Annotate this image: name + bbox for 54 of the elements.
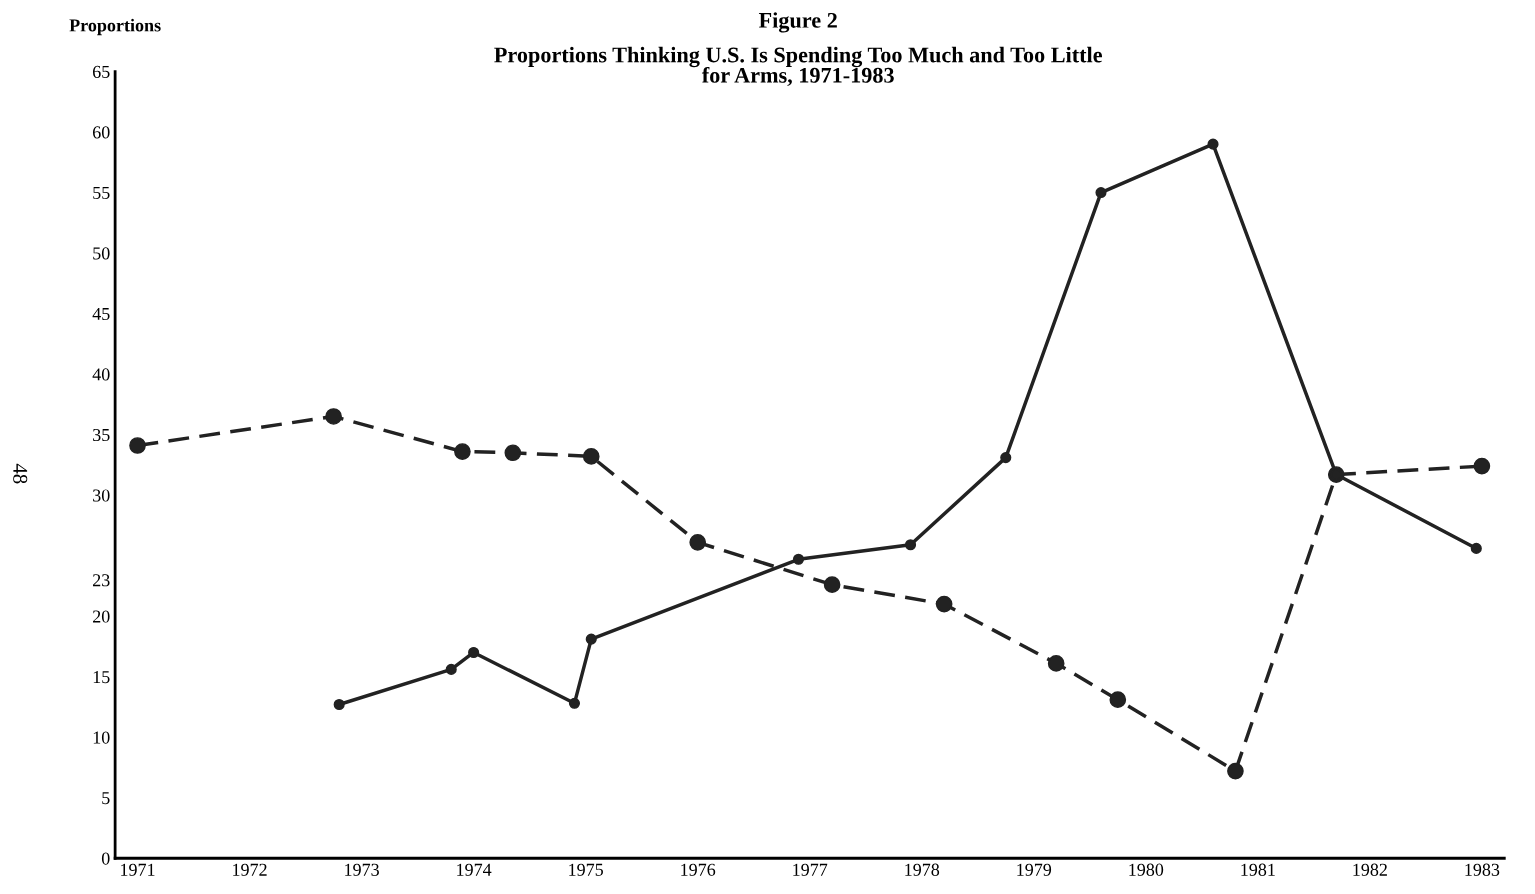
point [333, 698, 345, 711]
x-tick-label: 1982 [1353, 863, 1387, 876]
x-tick-label: 1971 [121, 863, 155, 876]
text: 48 [13, 463, 28, 484]
y-tick-label: 5 [102, 792, 110, 805]
x-tick-label: 1973 [345, 863, 379, 876]
point [935, 595, 953, 613]
point [1227, 762, 1244, 780]
point [1470, 542, 1482, 554]
y-tick-label: 55 [93, 186, 110, 199]
x-tick-label: 1978 [905, 863, 940, 876]
y-tick-label: 45 [92, 307, 110, 321]
point [1047, 655, 1065, 672]
y-tick-label: 23 [93, 574, 110, 587]
x-tick-label: 1983 [1465, 863, 1500, 876]
point [1473, 457, 1491, 475]
point [568, 697, 581, 709]
y-tick-label: 10 [93, 731, 110, 744]
x-tick-label: 1980 [1129, 863, 1164, 876]
y-tick-label: 30 [93, 489, 110, 502]
y-tick-label: 50 [93, 247, 110, 260]
y-tick-label: 60 [92, 126, 110, 139]
x-tick-label: 1976 [681, 863, 716, 876]
x-tick-label: 1975 [569, 863, 603, 876]
point [468, 646, 480, 659]
y-tick-label: 40 [92, 368, 110, 381]
y-tick-label: 20 [93, 610, 110, 623]
point [504, 444, 522, 462]
point [689, 534, 707, 551]
point [1109, 691, 1127, 709]
y-tick-label: 0 [101, 852, 110, 865]
point [454, 443, 471, 460]
point [585, 633, 597, 645]
chart-title: Figure 2 [758, 12, 837, 33]
y-tick-label: 15 [93, 671, 110, 684]
y-tick-label: 65 [92, 65, 110, 78]
point [1000, 452, 1012, 464]
point [1095, 186, 1107, 199]
y-axis-title: Proportions [69, 18, 161, 36]
point [129, 437, 146, 454]
chart-subtitle: Proportions Thinking U.S. Is Spending Too Much and Too Little for Arms, 1971-1983 [494, 46, 1102, 86]
y-tick-label: 35 [93, 428, 110, 442]
point [1207, 138, 1219, 150]
point [582, 448, 600, 465]
x-tick-label: 1977 [793, 863, 828, 876]
x-tick-label: 1974 [457, 863, 492, 876]
x-tick-label: 1981 [1241, 863, 1275, 876]
point [823, 576, 841, 594]
x-tick-label: 1972 [233, 863, 267, 876]
point [325, 408, 342, 425]
x-tick-label: 1979 [1017, 863, 1052, 876]
point [445, 663, 457, 675]
point [904, 539, 917, 551]
point [792, 553, 805, 565]
